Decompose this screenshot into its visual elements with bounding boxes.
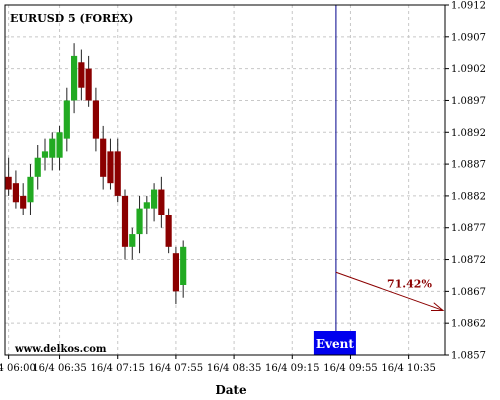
event-label: Event (316, 337, 354, 351)
candle-body (136, 208, 143, 235)
candle (20, 183, 27, 215)
candle (71, 43, 78, 114)
candle-body (71, 55, 78, 101)
candle-body (143, 202, 150, 209)
candle (136, 195, 143, 254)
y-tick-label: 1.0872 (451, 255, 486, 266)
candle-body (41, 151, 49, 158)
candle-body (49, 138, 56, 158)
candle (114, 138, 121, 203)
y-tick-label: 1.0882 (451, 191, 486, 202)
y-tick-label: 1.0902 (451, 64, 486, 75)
x-tick-label: 16/4 06:35 (32, 363, 86, 374)
candle-body (78, 62, 85, 88)
projection-arrowhead (430, 302, 445, 312)
candle (121, 189, 129, 260)
y-tick-label: 1.0877 (451, 223, 486, 234)
candle (56, 125, 63, 171)
candle (49, 132, 56, 171)
x-tick-label: 16/4 10:35 (381, 363, 435, 374)
candle-body (5, 176, 12, 190)
candle-body (107, 151, 114, 184)
candle (180, 240, 187, 298)
candle (165, 208, 172, 254)
candle-body (180, 246, 187, 285)
y-tick-label: 1.0862 (451, 319, 486, 330)
candles (5, 43, 187, 305)
candle-body (63, 100, 70, 139)
candle (158, 176, 165, 228)
y-tick-label: 1.0912 (451, 1, 486, 12)
y-tick-label: 1.0867 (451, 287, 486, 298)
y-tick-label: 1.0892 (451, 128, 486, 139)
candle-body (172, 253, 179, 292)
candle (27, 164, 34, 215)
y-tick-label: 1.0907 (451, 32, 486, 43)
x-axis-label: Date (215, 383, 247, 397)
x-tick-label: 16/4 09:15 (265, 363, 319, 374)
candle (12, 170, 19, 209)
x-tick-label: 16/4 07:55 (149, 363, 203, 374)
x-tick-label: 16/4 07:15 (91, 363, 145, 374)
candle-body (12, 183, 19, 203)
y-tick-label: 1.0887 (451, 160, 486, 171)
projection-label: 71.42% (387, 277, 432, 290)
y-tick-label: 1.0857 (451, 351, 486, 362)
x-tick-label: 16/4 09:55 (323, 363, 377, 374)
plot-frame (4, 4, 446, 356)
candle-body (121, 195, 129, 247)
candle-body (34, 157, 41, 177)
event-box (313, 331, 356, 355)
candle (63, 87, 70, 152)
candle (92, 87, 99, 152)
chart-title: EURUSD 5 (FOREX) (10, 12, 133, 25)
candle (151, 183, 158, 222)
candle-body (129, 234, 136, 247)
candle-body (92, 100, 99, 139)
candle-body (27, 176, 34, 203)
candle-body (114, 151, 121, 196)
y-tick-label: 1.0897 (451, 96, 486, 107)
candle-body (165, 215, 172, 247)
candle (100, 125, 107, 190)
candle-body (158, 189, 165, 215)
event-overlay: Event 71.42% (313, 5, 445, 355)
candle (41, 138, 49, 171)
candle (5, 157, 12, 196)
candle (172, 246, 179, 305)
candle (129, 227, 136, 260)
candle-body (56, 132, 63, 158)
x-tick-label: 16/4 06:00 (0, 363, 36, 374)
candle-body (20, 195, 27, 209)
projection-line (335, 271, 444, 311)
candle (143, 195, 150, 235)
candle (85, 55, 92, 107)
candle (78, 49, 85, 101)
y-axis: 1.0857 1.0862 1.0867 1.0872 1.0877 1.0882 1.08… (445, 1, 486, 362)
candle-body (85, 68, 92, 101)
x-tick-label: 16/4 08:35 (207, 363, 261, 374)
candle (107, 138, 114, 190)
candle-body (100, 138, 107, 177)
watermark: www.delkos.com (14, 344, 107, 355)
candle (34, 145, 41, 190)
candle-body (151, 189, 158, 209)
